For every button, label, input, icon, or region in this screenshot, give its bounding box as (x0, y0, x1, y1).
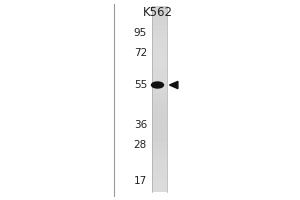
Bar (152, 6, 166, 12)
Bar (152, 179, 166, 186)
Text: 28: 28 (134, 140, 147, 150)
Bar (152, 24, 166, 31)
Ellipse shape (152, 82, 164, 88)
Bar (152, 55, 166, 62)
Bar (152, 136, 166, 142)
Text: 55: 55 (134, 80, 147, 90)
Text: 72: 72 (134, 48, 147, 58)
Bar (152, 173, 166, 180)
Text: 95: 95 (134, 28, 147, 38)
Bar (152, 92, 166, 99)
Bar (152, 111, 166, 118)
Bar (152, 68, 166, 74)
Bar (152, 123, 166, 130)
Bar (152, 117, 166, 124)
Bar (152, 12, 166, 18)
Polygon shape (169, 81, 178, 89)
Bar (152, 105, 166, 111)
Bar (152, 18, 166, 25)
Bar (152, 49, 166, 56)
Bar (152, 148, 166, 155)
Bar (152, 74, 166, 80)
Text: 36: 36 (134, 120, 147, 130)
Bar (152, 154, 166, 161)
Bar (152, 43, 166, 49)
Bar (152, 80, 166, 87)
Bar (152, 37, 166, 43)
Bar (152, 86, 166, 93)
Bar (152, 161, 166, 167)
Text: K562: K562 (142, 6, 172, 20)
Bar (152, 30, 166, 37)
Bar (152, 185, 166, 192)
Bar (152, 142, 166, 149)
Bar (152, 99, 166, 105)
Bar (152, 167, 166, 173)
Bar (152, 130, 166, 136)
Bar (152, 61, 166, 68)
Text: 17: 17 (134, 176, 147, 186)
